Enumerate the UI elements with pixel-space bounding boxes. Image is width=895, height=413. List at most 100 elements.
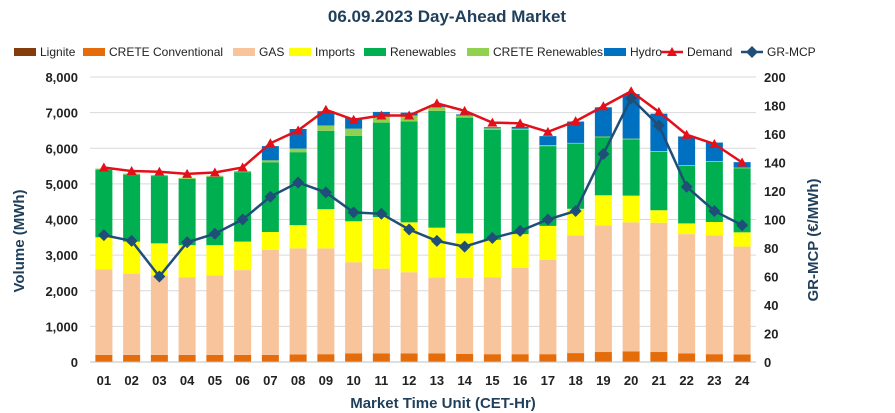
- bar-gas: [622, 222, 640, 352]
- bar-crete-conventional: [733, 354, 751, 362]
- y-tick-label: 6,000: [45, 141, 78, 156]
- y2-tick-label: 120: [764, 184, 786, 199]
- bar-crete-renewables: [234, 171, 252, 173]
- bar-gas: [178, 277, 196, 355]
- bar-crete-renewables: [178, 177, 196, 179]
- x-tick-label: 19: [596, 373, 610, 388]
- point-demand: [404, 110, 415, 120]
- bar-imports: [372, 217, 390, 269]
- point-demand: [265, 138, 276, 148]
- point-gr-mcp: [736, 219, 749, 232]
- bar-hydro: [483, 127, 501, 129]
- bar-imports: [317, 209, 335, 249]
- bar-crete-conventional: [483, 354, 501, 362]
- bar-crete-conventional: [678, 353, 696, 362]
- bar-renewables: [539, 146, 557, 226]
- point-gr-mcp: [403, 223, 416, 236]
- x-tick-label: 13: [430, 373, 444, 388]
- point-demand: [653, 106, 664, 116]
- bar-crete-renewables: [733, 167, 751, 169]
- bar-gas: [261, 249, 279, 355]
- legend-label-renewables: Renewables: [390, 45, 456, 59]
- x-tick-label: 22: [679, 373, 693, 388]
- y-tick-label: 2,000: [45, 284, 78, 299]
- bar-renewables: [650, 151, 668, 211]
- bar-crete-conventional: [705, 354, 723, 362]
- bar-crete-conventional: [456, 353, 474, 362]
- bar-crete-conventional: [289, 354, 307, 362]
- legend-label-lignite: Lignite: [40, 45, 76, 59]
- bar-renewables: [150, 176, 168, 244]
- bar-renewables: [345, 135, 363, 222]
- point-gr-mcp: [541, 213, 554, 226]
- lines: [97, 86, 749, 283]
- point-gr-mcp: [375, 207, 388, 220]
- point-gr-mcp: [486, 232, 499, 245]
- bar-crete-conventional: [567, 353, 585, 362]
- bar-hydro: [511, 126, 529, 129]
- y2-tick-label: 40: [764, 298, 778, 313]
- axes: 0 1,000 2,000 3,000 4,000 5,000 6,000 7,000 8,00…: [45, 70, 785, 388]
- bar-hydro: [317, 111, 335, 126]
- point-demand: [626, 86, 637, 96]
- legend-label-gas: GAS: [259, 45, 284, 59]
- bar-crete-conventional: [261, 354, 279, 362]
- point-demand: [154, 166, 165, 176]
- bar-imports: [650, 210, 668, 223]
- bar-renewables: [234, 172, 252, 242]
- x-tick-label: 15: [485, 373, 499, 388]
- bar-renewables: [456, 117, 474, 234]
- bar-imports: [733, 232, 751, 247]
- x-tick-label: 12: [402, 373, 416, 388]
- legend-swatch-crete-conventional: [83, 48, 105, 56]
- bar-hydro: [539, 136, 557, 146]
- legend-marker-gr-mcp: [746, 46, 758, 58]
- bar-crete-renewables: [345, 128, 363, 136]
- legend-label-crete-renewables: CRETE Renewables: [493, 45, 603, 59]
- bar-crete-renewables: [511, 128, 529, 130]
- x-tick-label: 24: [735, 373, 750, 388]
- bar-imports: [150, 243, 168, 276]
- x-tick-label: 16: [513, 373, 527, 388]
- legend-swatch-crete-renewables: [467, 48, 489, 56]
- line-demand: [103, 89, 743, 176]
- legend-label-hydro: Hydro: [630, 45, 662, 59]
- legend-swatch-hydro: [604, 48, 626, 56]
- point-gr-mcp: [319, 186, 332, 199]
- y-tick-label: 5,000: [45, 177, 78, 192]
- bar-imports: [123, 241, 141, 274]
- point-gr-mcp: [597, 147, 610, 160]
- bar-gas: [317, 248, 335, 355]
- y-axis-title: Volume (MWh): [11, 189, 28, 292]
- x-tick-label: 06: [235, 373, 249, 388]
- bar-crete-conventional: [650, 352, 668, 362]
- point-demand: [459, 105, 470, 115]
- bar-crete-conventional: [95, 354, 113, 362]
- y2-tick-label: 160: [764, 127, 786, 142]
- bar-renewables: [733, 168, 751, 233]
- y2-axis-title: GR-MCP (€/MWh): [805, 178, 822, 301]
- bar-crete-conventional: [123, 354, 141, 362]
- point-demand: [542, 126, 553, 136]
- point-demand: [209, 167, 220, 177]
- bar-imports: [95, 237, 113, 270]
- bar-crete-conventional: [345, 353, 363, 362]
- bar-crete-conventional: [400, 353, 418, 362]
- bar-crete-renewables: [317, 125, 335, 131]
- bar-gas: [567, 235, 585, 354]
- point-gr-mcp: [430, 234, 443, 247]
- bar-imports: [511, 234, 529, 268]
- bar-gas: [733, 246, 751, 355]
- bar-gas: [705, 235, 723, 355]
- bar-gas: [95, 269, 113, 355]
- bar-gas: [123, 273, 141, 355]
- bar-crete-conventional: [178, 354, 196, 362]
- point-demand: [320, 104, 331, 114]
- bar-crete-renewables: [483, 128, 501, 130]
- bar-hydro: [261, 146, 279, 161]
- bar-renewables: [622, 139, 640, 196]
- x-tick-label: 11: [375, 373, 389, 388]
- point-gr-mcp: [652, 119, 665, 132]
- point-demand: [348, 114, 359, 124]
- y2-tick-label: 200: [764, 70, 786, 85]
